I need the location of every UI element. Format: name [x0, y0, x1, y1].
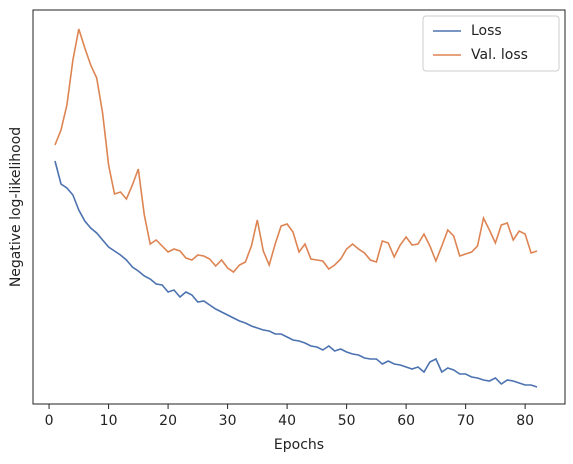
plot-frame	[32, 9, 566, 405]
line-series	[54, 28, 538, 274]
legend-label: Loss	[471, 23, 502, 39]
x-tick-label: 50	[338, 413, 356, 429]
x-axis-label: Epochs	[274, 437, 324, 453]
x-tick-label: 0	[45, 413, 54, 429]
line-series	[54, 160, 538, 388]
x-tick-label: 70	[457, 413, 475, 429]
x-tick-label: 30	[219, 413, 237, 429]
x-tick-label: 20	[159, 413, 177, 429]
y-axis-label: Negative log-likelihood	[8, 127, 24, 287]
x-tick-label: 60	[397, 413, 415, 429]
x-tick-label: 80	[516, 413, 534, 429]
legend-box	[422, 15, 560, 72]
x-tick-label: 40	[278, 413, 296, 429]
legend-label: Val. loss	[471, 47, 528, 63]
x-tick-label: 10	[100, 413, 118, 429]
